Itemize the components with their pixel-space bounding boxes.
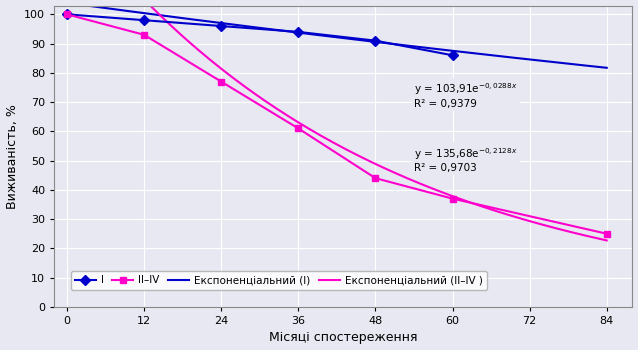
Text: y = 135,68e$^{-0,2128x}$
R² = 0,9703: y = 135,68e$^{-0,2128x}$ R² = 0,9703: [414, 146, 517, 173]
Text: y = 103,91e$^{-0,0288x}$
R² = 0,9379: y = 103,91e$^{-0,0288x}$ R² = 0,9379: [414, 82, 517, 109]
Y-axis label: Виживаність, %: Виживаність, %: [6, 104, 19, 209]
Legend: I, II–IV, Експоненціальний (I), Експоненціальний (II–IV ): I, II–IV, Експоненціальний (I), Експонен…: [71, 271, 487, 289]
X-axis label: Місяці спостереження: Місяці спостереження: [269, 331, 417, 344]
